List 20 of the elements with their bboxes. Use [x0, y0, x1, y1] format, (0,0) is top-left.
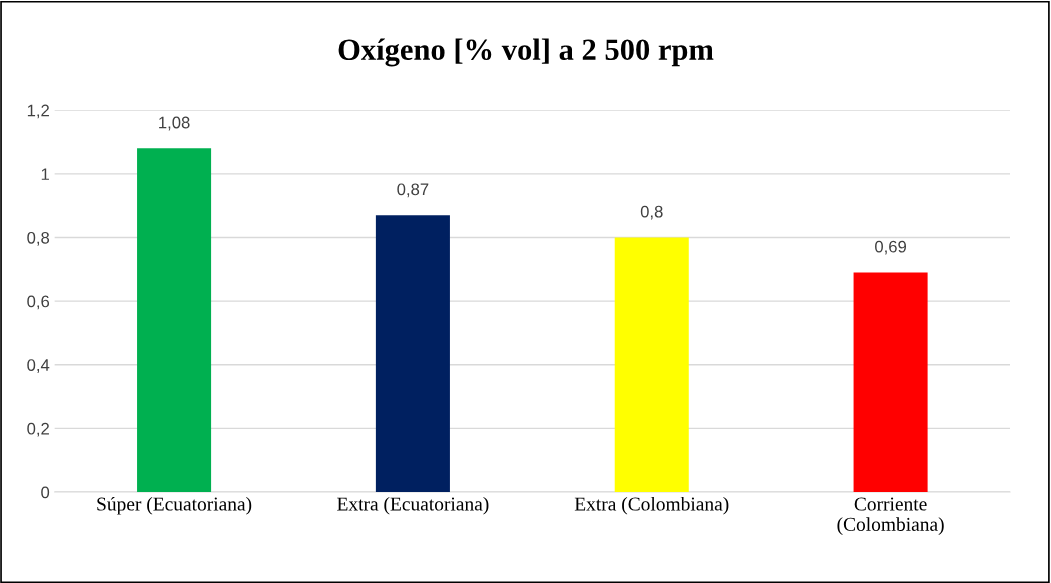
x-tick-label: Corriente (Colombiana) [837, 497, 944, 535]
y-tick-label: 0 [41, 486, 50, 499]
x-tick-label: Extra (Ecuatoriana) [337, 496, 489, 515]
y-tick-label: 0,4 [27, 359, 50, 373]
y-tick-label: 1 [41, 168, 49, 180]
y-tick-label: 1,2 [27, 104, 49, 119]
bar [853, 272, 928, 493]
data-label: 0,87 [397, 183, 429, 198]
chart-title: Oxígeno [% vol] a 2 500 rpm [338, 38, 714, 67]
data-label: 1,08 [159, 116, 190, 131]
y-tick-label: 0,6 [27, 295, 50, 310]
y-tick-label: 0,2 [27, 422, 49, 437]
data-label: 0,8 [640, 205, 663, 220]
bar [375, 215, 450, 493]
x-tick-label: Extra (Colombiana) [574, 496, 729, 515]
bar [137, 148, 212, 493]
data-label: 0,69 [875, 240, 907, 255]
x-tick-label: Súper (Ecuatoriana) [97, 496, 252, 515]
y-tick-label: 0,8 [27, 231, 50, 246]
bar [614, 237, 689, 493]
